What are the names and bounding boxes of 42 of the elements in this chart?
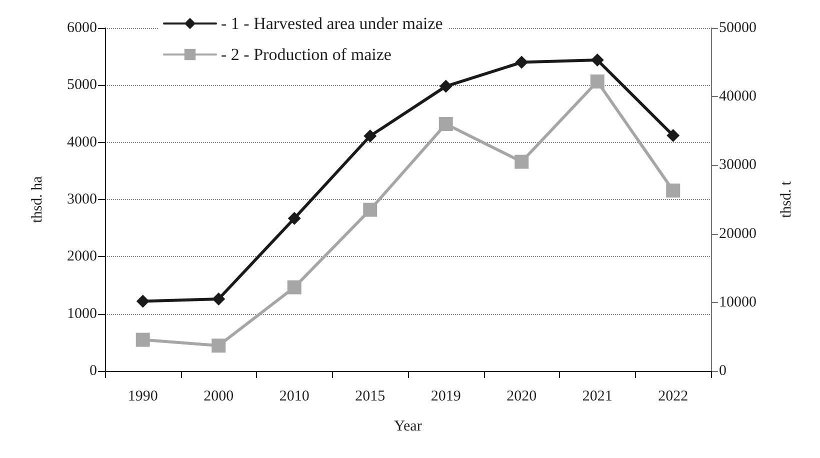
- x-tick-label: 1990: [128, 388, 158, 404]
- x-tick-label: 2019: [430, 388, 461, 404]
- point: [514, 154, 529, 169]
- point: [439, 80, 452, 93]
- legend-label: - 1 - Harvested area under maize: [221, 14, 443, 33]
- point: [438, 117, 453, 132]
- x-tick-label: 2020: [506, 388, 537, 404]
- point: [666, 184, 680, 198]
- x-tick-label: 2021: [582, 388, 612, 404]
- x-tick-label: 2010: [279, 388, 310, 404]
- y-tick-label: 1000: [67, 306, 97, 322]
- x-tick-label: 2000: [204, 388, 234, 404]
- y-tick-label: 6000: [67, 20, 97, 36]
- y-tick-label: 3000: [67, 192, 97, 208]
- x-tick-label: 2022: [658, 388, 688, 404]
- y2-tick-label: 20000: [719, 226, 756, 242]
- point: [363, 202, 378, 217]
- y2-tick-label: 50000: [719, 20, 756, 36]
- point: [288, 212, 301, 225]
- point: [590, 54, 604, 67]
- point: [212, 292, 226, 306]
- y2-axis-title: thsd. t: [778, 180, 794, 218]
- point: [136, 294, 150, 308]
- y2-tick-label: 10000: [719, 294, 756, 310]
- x-axis-title: Year: [394, 418, 422, 434]
- y-tick-label: 5000: [67, 77, 97, 94]
- legend-label: - 2 - Production of maize: [221, 45, 392, 64]
- y-tick-label: 0: [90, 363, 97, 379]
- y-tick-label: 4000: [67, 134, 97, 150]
- point: [515, 56, 528, 69]
- point: [136, 332, 150, 347]
- y2-tick-label: 40000: [719, 88, 756, 105]
- x-tick-label: 2015: [355, 388, 386, 404]
- y2-tick-label: 0: [719, 363, 726, 379]
- point: [212, 338, 226, 353]
- y-tick-label: 2000: [67, 248, 97, 265]
- y-axis-title: thsd. ha: [30, 176, 46, 223]
- point: [590, 74, 604, 89]
- point: [666, 128, 680, 142]
- point: [364, 130, 377, 143]
- y2-tick-label: 30000: [719, 157, 756, 174]
- point: [287, 280, 302, 294]
